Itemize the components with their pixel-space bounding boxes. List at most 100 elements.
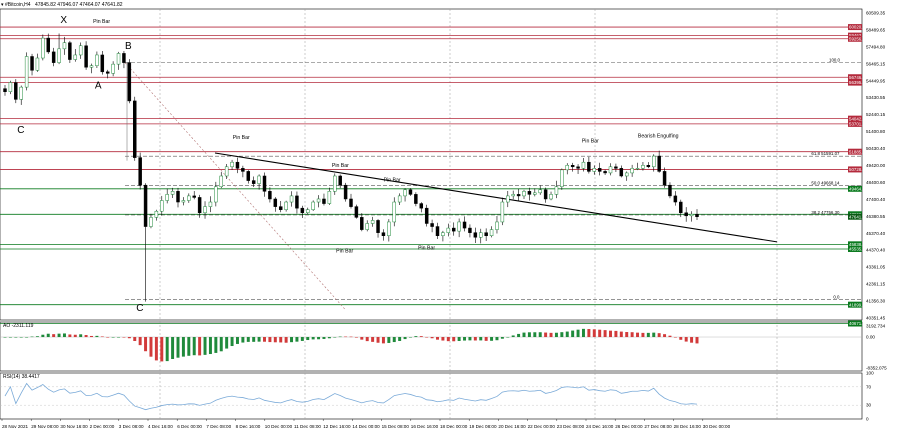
price-axis-tick-label: 53430.55: [866, 95, 886, 100]
ao-bar: [122, 337, 126, 338]
candle-up: [165, 194, 169, 201]
candle-up: [8, 82, 13, 92]
support-price-label: 45535.23: [849, 247, 868, 252]
chart-ohlc: 47845.82 47946.07 47464.07 47641.82: [35, 2, 123, 8]
ao-bar: [235, 337, 239, 344]
candle-up: [489, 229, 494, 236]
ao-bar: [587, 329, 591, 338]
price-axis-tick-label: 56465.15: [866, 61, 886, 66]
ao-bar: [500, 337, 504, 339]
candle-up: [446, 227, 451, 233]
ao-bar: [614, 330, 618, 338]
candle-up: [203, 206, 207, 214]
candle-up: [554, 186, 559, 195]
chart-symbol-label: #Bitcoin,H4: [5, 2, 31, 8]
ao-bar: [187, 337, 191, 356]
ao-bar: [468, 337, 472, 341]
candle-down: [360, 217, 364, 230]
time-axis-tick-label: 22 Dec 00:00: [528, 424, 556, 429]
pane-border: [0, 8, 863, 321]
candle-down: [516, 194, 521, 197]
ao-bar: [181, 337, 185, 357]
ao-bar: [246, 337, 250, 342]
candle-down: [262, 175, 267, 192]
price-axis-tick-label: 42361.15: [866, 282, 886, 287]
candle-up: [581, 161, 586, 169]
ao-bar: [484, 337, 488, 341]
ao-bar: [252, 337, 256, 342]
price-axis-tick-label: 50430.40: [866, 146, 886, 151]
resistance-price-label: 56746.25: [849, 75, 868, 80]
candle-down: [84, 45, 88, 68]
channel-lines: [124, 62, 778, 310]
resistance-price-label: 51885.46: [849, 149, 868, 154]
time-axis-tick-label: 28 Nov 2021: [2, 424, 28, 429]
candle-down: [414, 194, 418, 204]
candle-down: [354, 206, 359, 218]
ao-bar: [673, 337, 677, 338]
ao-axis-tick-label: -8352.075: [866, 366, 887, 371]
ao-bar: [154, 337, 158, 361]
candle-down: [673, 195, 678, 203]
candle-down: [484, 232, 488, 236]
candle-up: [41, 37, 45, 59]
candle-up: [306, 209, 310, 214]
ao-bar: [446, 337, 450, 342]
candle-down: [435, 226, 440, 236]
ao-bar: [684, 337, 688, 342]
candle-up: [495, 221, 499, 230]
ao-bar: [371, 337, 375, 342]
support-price-tag: [848, 241, 862, 248]
pattern-annotation: Pin Bar: [233, 135, 250, 141]
ao-bar: [425, 336, 429, 338]
candle-up: [19, 86, 23, 100]
candle-down: [235, 161, 240, 169]
candle-up: [181, 200, 186, 203]
candle-up: [62, 42, 67, 50]
price-axis-tick-label: 40351.45: [866, 316, 886, 321]
candle-down: [576, 166, 580, 169]
candle-up: [522, 191, 526, 197]
ao-bar: [641, 332, 645, 338]
menu-triangle-icon[interactable]: ▾: [1, 2, 4, 8]
candle-up: [111, 63, 115, 74]
candle-up: [219, 175, 223, 187]
support-price-label: 49464.49: [849, 186, 868, 191]
candlesticks: [3, 33, 699, 302]
candle-down: [679, 201, 683, 214]
candle-up: [565, 165, 569, 171]
candle-down: [122, 53, 126, 63]
ao-bar: [376, 337, 380, 343]
time-axis-tick-label: 8 Dec 16:00: [236, 424, 261, 429]
candle-down: [451, 227, 456, 232]
ao-bar: [241, 337, 245, 343]
candle-up: [78, 45, 83, 56]
candle-up: [187, 195, 191, 201]
ao-bar: [322, 337, 326, 339]
ao-bar: [403, 337, 407, 340]
ao-bar: [344, 336, 348, 338]
candle-down: [543, 189, 548, 200]
ao-bar: [414, 336, 418, 338]
time-axis-tick-label: 12 Dec 16:00: [323, 424, 351, 429]
time-axis-tick-label: 24 Dec 16:00: [586, 424, 614, 429]
candle-down: [30, 56, 34, 71]
fib-level-label: 100.0: [829, 58, 841, 63]
resistance-price-tag: [848, 115, 862, 122]
candle-up: [641, 165, 645, 169]
candle-down: [408, 189, 413, 195]
candle-down: [133, 100, 137, 158]
ao-bar: [225, 337, 229, 349]
ao-bar: [387, 337, 391, 343]
candle-up: [403, 189, 407, 197]
pane-border: [0, 372, 863, 420]
wave-label: A: [95, 81, 102, 92]
ao-bar: [436, 337, 439, 340]
candle-down: [376, 220, 380, 233]
time-axis-tick-label: 7 Dec 08:00: [206, 424, 231, 429]
candle-up: [689, 214, 694, 217]
current-price-tag: [848, 213, 862, 220]
price-axis-tick-label: 47400.40: [866, 197, 886, 202]
